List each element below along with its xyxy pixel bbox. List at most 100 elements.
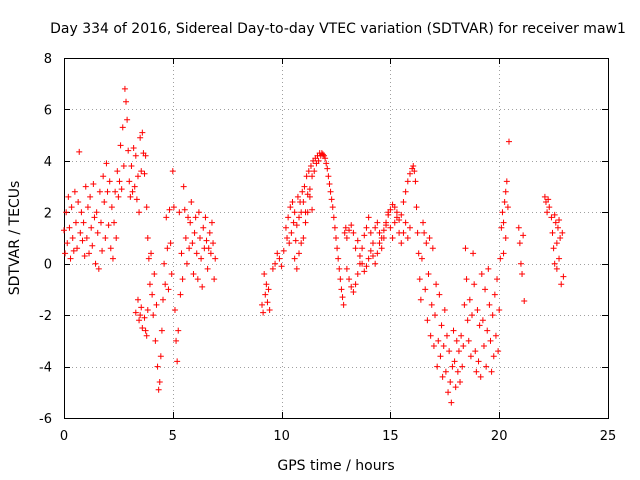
data-point <box>551 211 558 218</box>
x-axis-label: GPS time / hours <box>277 458 394 474</box>
data-point <box>307 163 314 169</box>
data-point <box>128 163 135 169</box>
data-point <box>288 229 295 236</box>
data-point <box>260 309 267 316</box>
data-point <box>67 255 74 262</box>
data-point <box>82 183 89 190</box>
data-point <box>296 250 303 257</box>
data-point <box>108 204 115 211</box>
data-point <box>491 291 498 298</box>
data-point <box>212 255 219 262</box>
data-point <box>414 229 421 236</box>
data-point <box>367 247 374 254</box>
data-point <box>285 214 292 221</box>
data-point <box>300 199 307 205</box>
data-point <box>88 224 95 231</box>
data-point <box>315 157 322 164</box>
data-point <box>546 204 553 211</box>
data-point <box>274 250 281 257</box>
data-point <box>157 353 164 360</box>
data-point <box>328 196 335 203</box>
data-point <box>176 209 183 216</box>
data-point <box>406 224 413 231</box>
data-point <box>101 199 108 205</box>
data-point <box>306 186 313 193</box>
data-point <box>404 178 411 185</box>
data-point <box>500 250 507 257</box>
data-point <box>460 343 467 349</box>
data-point <box>292 237 299 244</box>
data-point <box>361 232 368 239</box>
data-point <box>485 265 492 272</box>
data-point <box>132 309 139 316</box>
data-point <box>404 235 411 241</box>
data-point <box>402 219 409 226</box>
data-point <box>134 173 141 180</box>
data-point <box>200 224 207 231</box>
data-point <box>356 260 363 267</box>
data-point <box>495 348 502 355</box>
data-point <box>398 240 405 247</box>
data-point <box>74 245 81 252</box>
data-point <box>385 209 392 216</box>
data-point <box>294 193 301 200</box>
data-point <box>76 148 83 155</box>
y-tick-label: 8 <box>44 52 52 67</box>
data-point <box>398 211 405 218</box>
data-point <box>517 260 524 267</box>
data-point <box>144 235 151 241</box>
data-point <box>478 271 485 277</box>
data-point <box>376 229 383 236</box>
y-tick-label: 2 <box>44 206 52 221</box>
data-point <box>185 214 192 221</box>
data-point <box>77 229 84 236</box>
data-point <box>155 386 162 393</box>
data-point <box>261 271 268 277</box>
data-point <box>156 379 163 385</box>
data-point <box>105 222 112 229</box>
data-point <box>148 250 155 257</box>
data-point <box>483 363 490 370</box>
data-point <box>331 224 338 231</box>
data-point <box>138 304 145 311</box>
data-point <box>369 253 376 259</box>
data-point <box>165 286 172 293</box>
data-point <box>194 276 201 283</box>
data-point <box>61 227 67 234</box>
data-point <box>459 363 466 370</box>
data-point <box>142 152 149 159</box>
data-point <box>293 222 300 229</box>
data-point <box>482 286 489 293</box>
data-point <box>446 348 453 355</box>
data-point <box>291 255 298 262</box>
data-point <box>348 222 355 229</box>
data-point <box>469 312 475 319</box>
data-point <box>264 299 271 306</box>
data-point <box>515 224 522 231</box>
data-point <box>441 307 448 313</box>
data-point <box>63 209 70 216</box>
data-point <box>496 307 503 313</box>
data-point <box>178 250 185 257</box>
data-point <box>486 301 493 308</box>
data-point <box>162 281 169 288</box>
data-point <box>429 245 436 252</box>
data-point <box>450 327 457 334</box>
data-point <box>79 237 86 244</box>
data-point <box>556 217 563 223</box>
data-point <box>71 188 78 195</box>
data-point <box>141 170 148 177</box>
data-point <box>417 296 424 303</box>
data-point <box>305 168 312 175</box>
data-point <box>174 358 181 365</box>
data-point <box>329 204 336 211</box>
data-point <box>266 307 273 313</box>
data-point <box>139 325 146 331</box>
data-point <box>160 296 167 303</box>
data-point <box>477 373 484 380</box>
data-point <box>116 178 123 185</box>
data-point <box>303 173 310 180</box>
data-point <box>341 229 348 236</box>
data-point <box>205 245 212 252</box>
data-point <box>361 268 368 275</box>
